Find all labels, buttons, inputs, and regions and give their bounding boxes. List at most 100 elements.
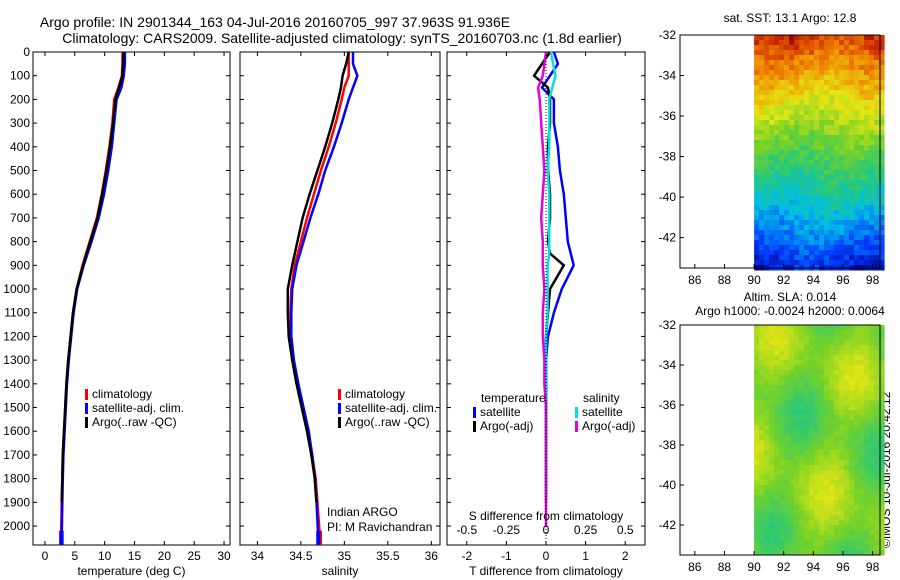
heatmap-cell: [829, 90, 835, 96]
heatmap-cell: [869, 65, 875, 71]
heatmap-cell: [809, 420, 815, 426]
heatmap-cell: [814, 510, 820, 516]
heatmap-cell: [844, 380, 850, 386]
heatmap-cell: [839, 485, 845, 491]
heatmap-cell: [834, 495, 840, 501]
heatmap-cell: [869, 70, 875, 76]
heatmap-cell: [759, 195, 765, 201]
heatmap-cell: [864, 325, 870, 331]
heatmap-cell: [779, 105, 785, 111]
heatmap-cell: [864, 465, 870, 471]
heatmap-cell: [864, 460, 870, 466]
heatmap-cell: [819, 505, 825, 511]
heatmap-cell: [859, 485, 865, 491]
heatmap-cell: [859, 465, 865, 471]
heatmap-cell: [789, 540, 795, 546]
heatmap-cell: [829, 445, 835, 451]
heatmap-cell: [834, 190, 840, 196]
heatmap-cell: [774, 405, 780, 411]
heatmap-cell: [849, 250, 855, 256]
heatmap-cell: [789, 400, 795, 406]
heatmap-cell: [754, 120, 760, 126]
heatmap-cell: [839, 75, 845, 81]
heatmap-cell: [869, 260, 875, 266]
heatmap-cell: [829, 470, 835, 476]
heatmap-cell: [774, 475, 780, 481]
heatmap-cell: [814, 155, 820, 161]
y-tick-label: 1200: [3, 329, 30, 343]
heatmap-cell: [779, 475, 785, 481]
heatmap-cell: [784, 65, 790, 71]
heatmap-cell: [779, 415, 785, 421]
heatmap-cell: [859, 470, 865, 476]
heatmap-cell: [869, 390, 875, 396]
heatmap-cell: [789, 230, 795, 236]
heatmap-cell: [774, 55, 780, 61]
heatmap-cell: [809, 55, 815, 61]
heatmap-cell: [779, 330, 785, 336]
heatmap-cell: [759, 90, 765, 96]
heatmap-cell: [784, 380, 790, 386]
heatmap-cell: [789, 330, 795, 336]
heatmap-cell: [874, 420, 880, 426]
heatmap-cell: [824, 380, 830, 386]
heatmap-cell: [764, 520, 770, 526]
y-tick-label: 1100: [4, 306, 30, 320]
heatmap-cell: [759, 545, 765, 551]
heatmap-cell: [789, 495, 795, 501]
heatmap-cell: [829, 210, 835, 216]
heatmap-cell: [789, 415, 795, 421]
heatmap-cell: [784, 200, 790, 206]
heatmap-cell: [814, 80, 820, 86]
heatmap-cell: [829, 485, 835, 491]
heatmap-cell: [854, 350, 860, 356]
heatmap-cell: [809, 440, 815, 446]
heatmap-cell: [769, 470, 775, 476]
heatmap-cell: [869, 35, 875, 41]
heatmap-cell: [879, 235, 885, 241]
heatmap-cell: [874, 65, 880, 71]
heatmap-cell: [754, 215, 760, 221]
y-tick-label: -32: [659, 28, 677, 42]
heatmap-cell: [829, 400, 835, 406]
heatmap-cell: [759, 185, 765, 191]
heatmap-cell: [829, 75, 835, 81]
heatmap-cell: [809, 240, 815, 246]
heatmap-cell: [844, 100, 850, 106]
heatmap-cell: [849, 110, 855, 116]
heatmap-cell: [824, 160, 830, 166]
legend-label: satellite: [582, 405, 623, 419]
heatmap-cell: [829, 495, 835, 501]
heatmap-cell: [754, 210, 760, 216]
heatmap-cell: [819, 185, 825, 191]
heatmap-cell: [779, 180, 785, 186]
heatmap-cell: [839, 165, 845, 171]
heatmap-cell: [784, 205, 790, 211]
heatmap-cell: [799, 125, 805, 131]
y-tick-label: 1300: [3, 353, 30, 367]
heatmap-cell: [839, 470, 845, 476]
heatmap-cell: [879, 45, 885, 51]
heatmap-cell: [764, 340, 770, 346]
heatmap-cell: [809, 255, 815, 261]
heatmap-cell: [779, 55, 785, 61]
heatmap-cell: [869, 240, 875, 246]
heatmap-cell: [839, 170, 845, 176]
heatmap-cell: [879, 510, 885, 516]
heatmap-cell: [799, 340, 805, 346]
heatmap-cell: [879, 215, 885, 221]
heatmap-cell: [784, 450, 790, 456]
heatmap-cell: [824, 340, 830, 346]
heatmap-cell: [859, 380, 865, 386]
heatmap-cell: [844, 435, 850, 441]
heatmap-cell: [764, 350, 770, 356]
heatmap-cell: [839, 455, 845, 461]
heatmap-cell: [854, 420, 860, 426]
heatmap-cell: [764, 535, 770, 541]
x-tick-label: 88: [718, 273, 732, 287]
heatmap-cell: [849, 175, 855, 181]
heatmap-cell: [799, 135, 805, 141]
heatmap-cell: [834, 110, 840, 116]
heatmap-cell: [804, 500, 810, 506]
heatmap-cell: [849, 410, 855, 416]
